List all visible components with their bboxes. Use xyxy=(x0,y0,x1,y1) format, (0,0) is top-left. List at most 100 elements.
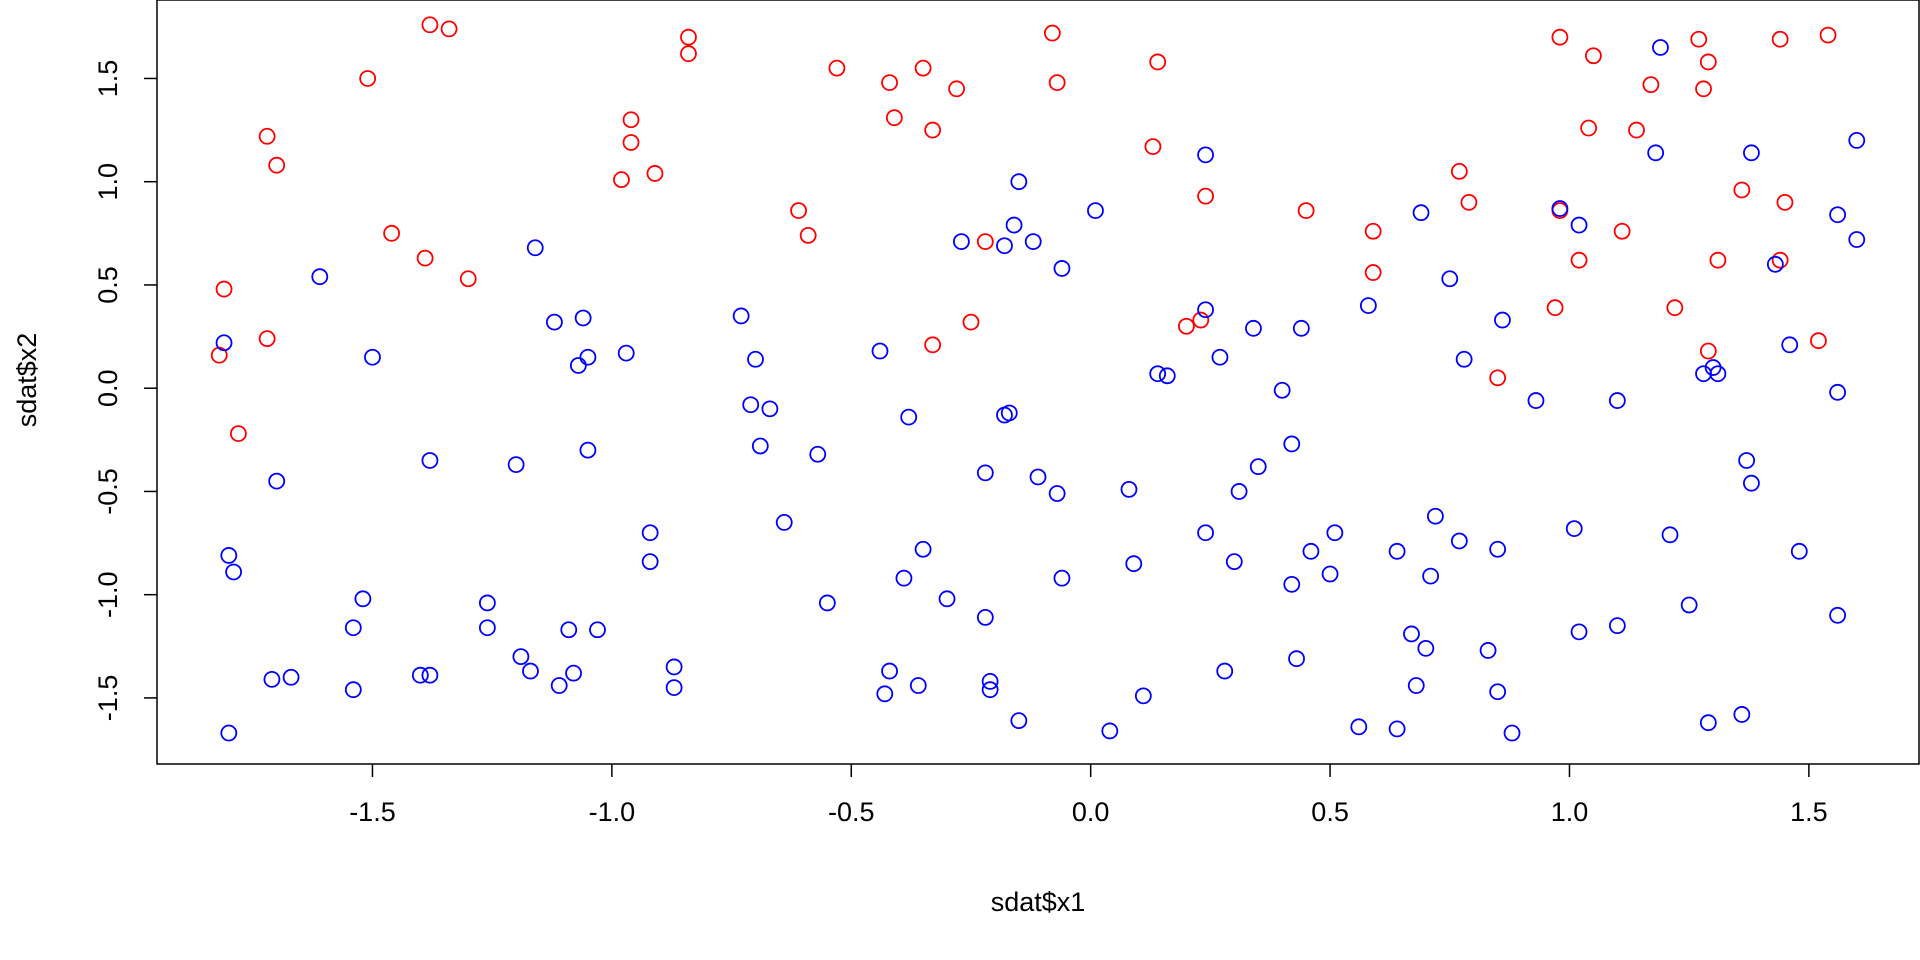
data-point-red xyxy=(1699,53,1717,71)
data-point-blue xyxy=(976,464,994,482)
data-point-blue xyxy=(1551,200,1569,217)
data-point-blue xyxy=(263,670,281,688)
data-point-blue xyxy=(215,334,233,352)
data-point-red xyxy=(1144,138,1162,156)
data-point-blue xyxy=(546,313,563,331)
data-point-red xyxy=(416,249,434,267)
data-point-blue xyxy=(1101,722,1119,740)
data-point-blue xyxy=(742,396,760,414)
data-point-blue xyxy=(1848,132,1866,149)
data-point-blue xyxy=(1680,596,1698,614)
data-point-red xyxy=(1810,332,1827,350)
data-point-blue xyxy=(1733,706,1751,723)
data-point-blue xyxy=(900,408,918,426)
data-point-red xyxy=(680,28,697,46)
y-tick-label: -1.5 xyxy=(93,675,123,722)
data-point-blue xyxy=(1403,625,1420,643)
data-point-blue xyxy=(981,673,999,690)
data-point-blue xyxy=(1738,452,1756,469)
data-point-blue xyxy=(478,619,496,637)
data-point-blue xyxy=(1422,567,1440,585)
data-point-red xyxy=(459,270,477,288)
data-point-blue xyxy=(1388,542,1406,560)
data-point-red xyxy=(1695,80,1712,98)
data-point-blue xyxy=(747,350,764,368)
data-point-blue xyxy=(1125,555,1143,573)
x-tick-label: 0.0 xyxy=(1072,797,1110,827)
y-axis-title: sdat$x2 xyxy=(12,333,42,428)
data-point-blue xyxy=(1417,639,1435,657)
data-point-blue xyxy=(421,452,439,469)
data-point-blue xyxy=(1292,319,1310,337)
data-point-blue xyxy=(579,441,597,459)
data-point-blue xyxy=(1216,662,1234,680)
data-point-blue xyxy=(1273,381,1291,399)
data-point-blue xyxy=(876,685,894,703)
data-point-red xyxy=(1364,222,1382,240)
data-point-red xyxy=(924,121,942,139)
data-point-red xyxy=(268,156,286,174)
data-point-red xyxy=(924,336,942,354)
data-point-blue xyxy=(732,307,750,325)
y-tick-label: 1.5 xyxy=(93,60,123,98)
data-point-blue xyxy=(938,590,956,608)
data-point-red xyxy=(790,202,807,220)
data-point-red xyxy=(1642,76,1660,94)
data-point-blue xyxy=(1211,348,1229,366)
data-point-blue xyxy=(641,553,659,571)
x-tick-label: -0.5 xyxy=(828,797,875,827)
y-tick-label: 1.0 xyxy=(93,163,123,201)
data-point-blue xyxy=(881,662,898,680)
data-point-blue xyxy=(751,437,769,455)
data-point-red xyxy=(1580,119,1598,137)
data-point-red xyxy=(828,59,846,77)
data-point-blue xyxy=(569,357,587,374)
data-point-red xyxy=(1197,187,1214,205)
y-tick-label: -0.5 xyxy=(93,468,123,515)
data-point-blue xyxy=(1000,404,1018,422)
data-point-red xyxy=(258,330,276,348)
data-point-blue xyxy=(1326,524,1344,542)
data-point-blue xyxy=(1570,623,1588,641)
data-point-red xyxy=(885,109,903,127)
data-point-red xyxy=(613,171,630,189)
y-tick-label: 0.5 xyxy=(93,266,123,304)
data-point-blue xyxy=(1647,144,1665,162)
data-point-blue xyxy=(282,668,300,686)
data-point-blue xyxy=(1709,365,1727,383)
data-point-blue xyxy=(1158,367,1176,385)
data-point-blue xyxy=(1565,520,1583,538)
data-point-red xyxy=(881,74,898,91)
data-point-blue xyxy=(1441,270,1459,288)
data-point-blue xyxy=(1608,392,1626,409)
data-point-blue xyxy=(952,233,970,250)
data-point-red xyxy=(1546,299,1564,317)
data-point-red xyxy=(1613,222,1631,240)
data-point-blue xyxy=(421,666,439,684)
data-point-red xyxy=(229,425,247,443)
data-point-blue xyxy=(507,456,525,473)
data-point-blue xyxy=(617,344,635,362)
data-point-blue xyxy=(1302,542,1320,560)
data-point-blue xyxy=(1359,297,1377,315)
data-point-red xyxy=(1771,251,1789,269)
data-point-blue xyxy=(522,662,539,680)
data-point-blue xyxy=(1570,216,1588,234)
data-point-blue xyxy=(775,514,793,531)
data-point-red xyxy=(976,233,994,250)
data-point-blue xyxy=(1790,542,1808,560)
data-point-red xyxy=(1819,26,1837,44)
data-point-blue xyxy=(512,648,530,666)
data-point-blue xyxy=(1503,724,1521,742)
data-point-blue xyxy=(871,342,889,360)
data-point-red xyxy=(799,226,817,244)
data-point-blue xyxy=(311,268,329,286)
data-point-blue xyxy=(996,237,1013,255)
data-point-blue xyxy=(1743,144,1760,162)
data-point-blue xyxy=(1005,216,1023,234)
data-point-blue xyxy=(1350,718,1368,736)
data-point-blue xyxy=(1661,526,1679,544)
data-point-red xyxy=(1690,30,1708,48)
